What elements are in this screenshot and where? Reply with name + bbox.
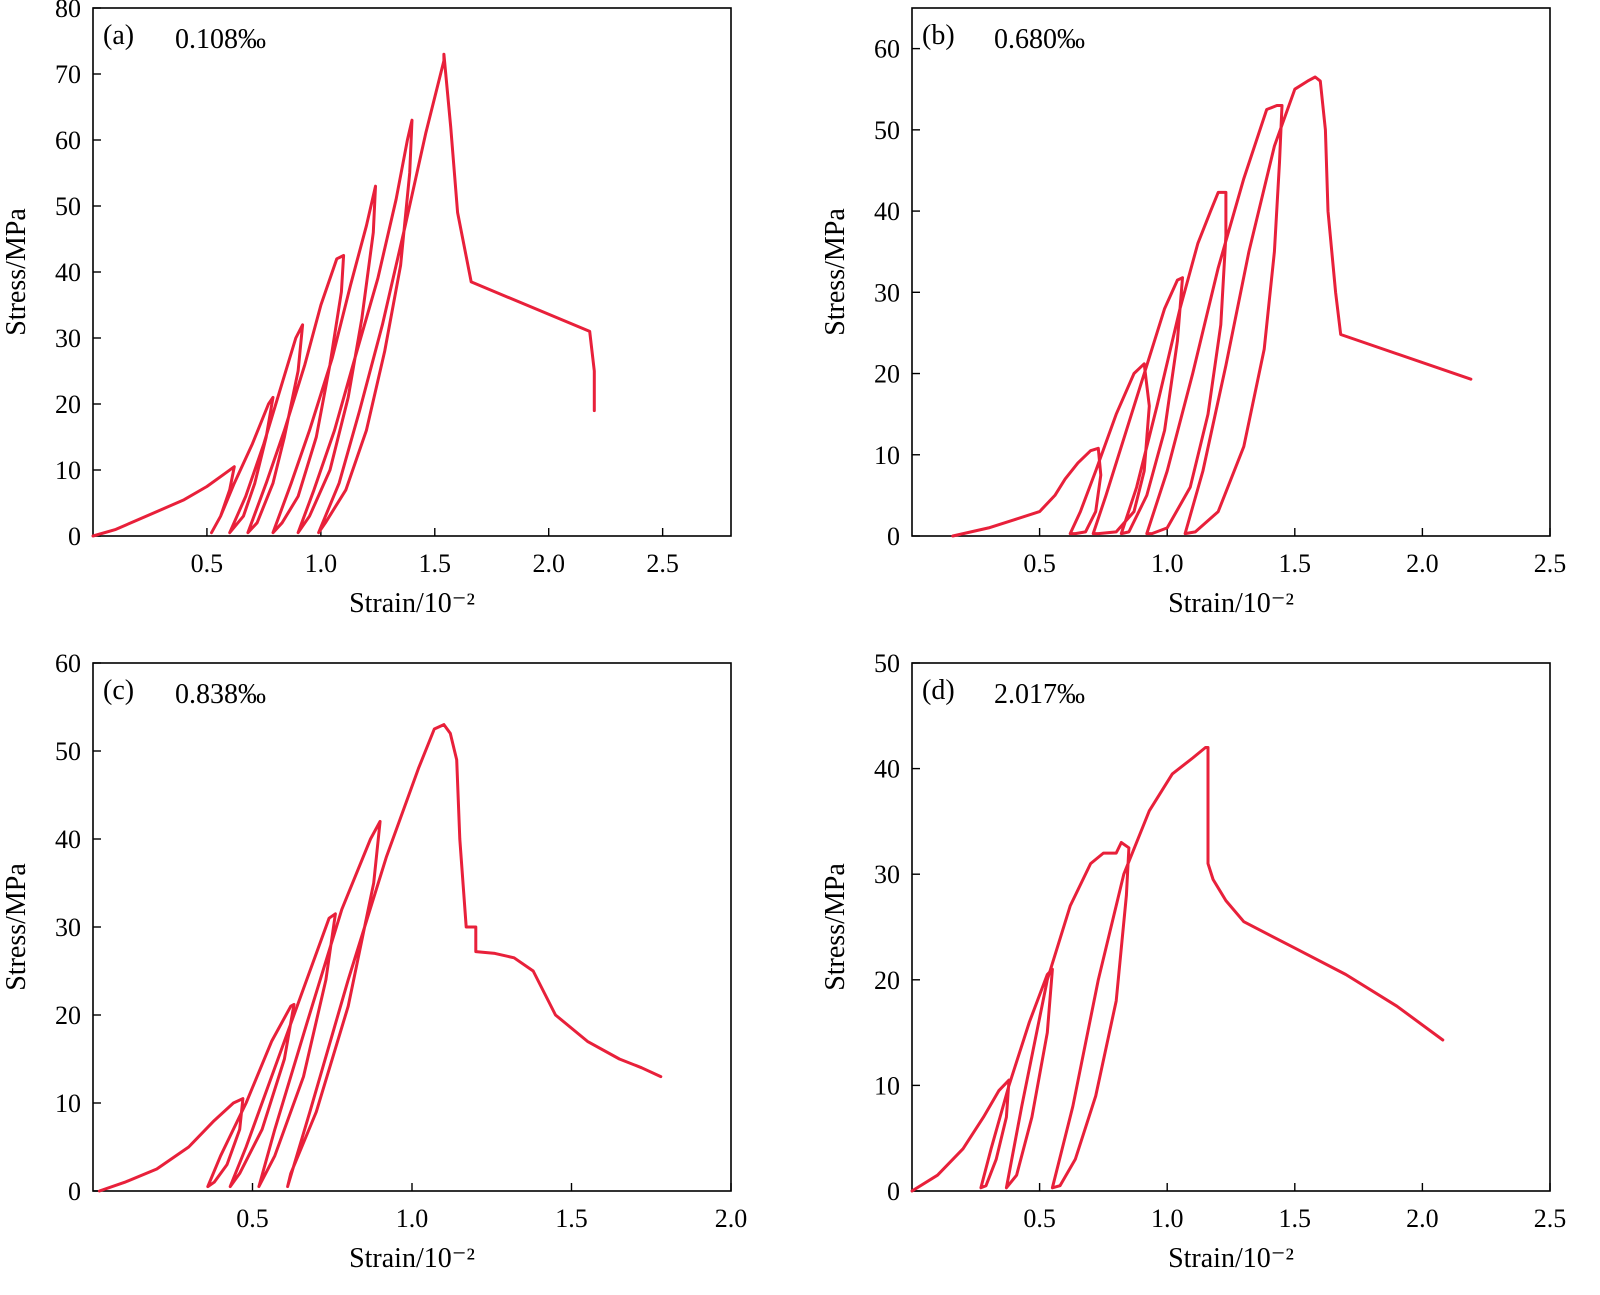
y-tick-label: 20 [55,390,81,419]
y-tick-label: 50 [874,116,900,145]
x-tick-label: 1.5 [555,1204,588,1233]
y-tick-label: 0 [887,522,900,551]
x-axis-label: Strain/10⁻² [349,588,475,619]
x-tick-label: 1.0 [1151,1204,1184,1233]
x-tick-label: 2.5 [646,549,679,578]
panel-a: 0.5 1.0 1.5 2.0 2.5 0 10 20 30 40 50 60 70 80 Strain/1… [1,0,732,619]
x-axis-label: Strain/10⁻² [1168,1243,1294,1274]
loading-rate-label: 0.680‰ [994,24,1085,55]
loading-rate-label: 0.838‰ [175,679,266,710]
stress-strain-curve [951,75,1473,538]
y-tick-label: 30 [874,278,900,307]
y-tick-label: 0 [887,1177,900,1206]
panel-label: (b) [922,20,955,51]
y-tick-label: 60 [874,35,900,64]
x-tick-label: 0.5 [236,1204,269,1233]
y-tick-label: 30 [55,324,81,353]
y-tick-label: 20 [874,360,900,389]
x-axis-label: Strain/10⁻² [1168,588,1294,619]
y-tick-label: 10 [55,1089,81,1118]
x-tick-label: 2.0 [1406,549,1439,578]
y-tick-label: 10 [55,456,81,485]
y-tick-label: 40 [874,197,900,226]
y-tick-label: 50 [55,192,81,221]
y-tick-label: 50 [874,649,900,678]
y-tick-label: 80 [55,0,81,23]
loading-rate-label: 2.017‰ [994,679,1085,710]
y-axis-label: Stress/MPa [820,863,851,991]
panel-label: (d) [922,675,955,706]
x-tick-label: 0.5 [1023,549,1056,578]
y-tick-label: 40 [55,258,81,287]
x-tick-label: 1.0 [305,549,338,578]
panel-c: 0.5 1.0 1.5 2.0 0 10 20 30 40 50 60 Strain/10⁻² Stre… [1,649,747,1274]
y-tick-label: 70 [55,60,81,89]
y-axis-label: Stress/MPa [1,208,32,336]
x-tick-label: 1.0 [396,1204,429,1233]
y-tick-label: 20 [874,966,900,995]
x-axis-label: Strain/10⁻² [349,1243,475,1274]
y-axis-label: Stress/MPa [820,208,851,336]
y-tick-label: 0 [68,522,81,551]
y-tick-label: 60 [55,649,81,678]
plot-frame [911,662,1551,1192]
plot-frame [92,7,732,537]
y-tick-label: 50 [55,737,81,766]
stress-strain-curve [91,52,596,538]
x-tick-label: 2.5 [1534,1204,1567,1233]
panel-d: 0.5 1.0 1.5 2.0 2.5 0 10 20 30 40 50 Strain/10⁻² Str… [820,649,1566,1274]
stress-strain-curve [97,723,663,1193]
y-axis-label: Stress/MPa [1,863,32,991]
x-tick-label: 2.5 [1534,549,1567,578]
panel-label: (c) [103,675,134,706]
y-tick-label: 40 [55,825,81,854]
x-tick-label: 1.5 [419,549,452,578]
y-tick-label: 60 [55,126,81,155]
x-tick-label: 1.0 [1151,549,1184,578]
panel-label: (a) [103,20,134,51]
y-tick-label: 30 [874,860,900,889]
x-tick-label: 1.5 [1279,549,1312,578]
y-tick-label: 10 [874,1071,900,1100]
plot-frame [911,7,1551,537]
panel-b: 0.5 1.0 1.5 2.0 2.5 0 10 20 30 40 50 60 Strain/10⁻² S… [820,7,1567,619]
x-tick-label: 0.5 [191,549,224,578]
y-tick-label: 0 [68,1177,81,1206]
x-tick-label: 1.5 [1279,1204,1312,1233]
x-tick-label: 0.5 [1023,1204,1056,1233]
plot-frame [92,662,732,1192]
x-tick-label: 2.0 [532,549,565,578]
x-tick-label: 2.0 [1406,1204,1439,1233]
y-tick-label: 40 [874,755,900,784]
loading-rate-label: 0.108‰ [175,24,266,55]
y-tick-label: 20 [55,1001,81,1030]
y-tick-label: 30 [55,913,81,942]
x-tick-label: 2.0 [715,1204,748,1233]
y-tick-label: 10 [874,441,900,470]
stress-strain-curve [910,746,1445,1193]
